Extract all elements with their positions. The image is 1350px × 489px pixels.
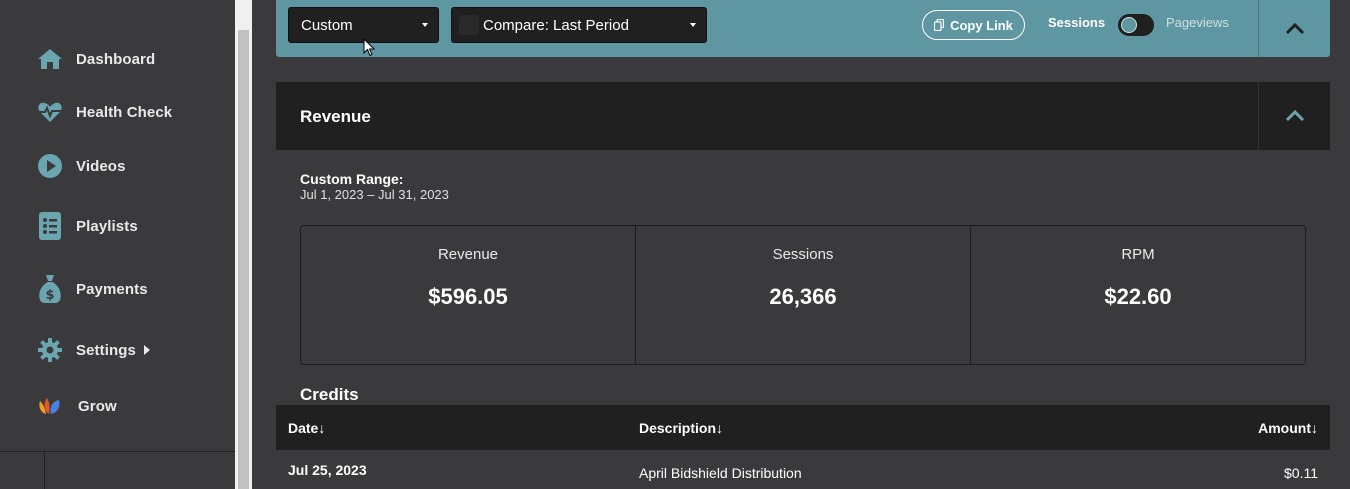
credits-title: Credits — [300, 385, 359, 404]
stat-value: 26,366 — [769, 284, 837, 309]
sidebar-item-videos[interactable]: Videos — [36, 151, 126, 181]
range-label: Custom Range: — [300, 171, 404, 187]
cell-description: April Bidshield Distribution — [639, 465, 802, 481]
sidebar: Dashboard Health Check Videos Playlists … — [0, 0, 235, 489]
divider — [44, 452, 45, 489]
divider — [1258, 0, 1259, 57]
stat-label: RPM — [1121, 246, 1155, 263]
table-row: Jul 25, 2023 April Bidshield Distributio… — [276, 450, 1330, 489]
sidebar-item-label: Playlists — [76, 217, 138, 235]
metric-toggle[interactable] — [1118, 14, 1154, 36]
list-icon — [36, 212, 64, 240]
divider — [1258, 82, 1259, 150]
sidebar-item-label: Grow — [78, 397, 117, 415]
sidebar-item-settings[interactable]: Settings — [36, 335, 150, 365]
stat-label: Sessions — [772, 246, 834, 263]
stat-revenue: Revenue $596.05 — [301, 226, 636, 364]
column-header-description[interactable]: Description↓ — [639, 420, 724, 436]
filter-toolbar: Custom Compare: Last Period Copy Link Se… — [276, 0, 1330, 57]
compare-value: Compare: Last Period — [483, 16, 629, 34]
grow-logo-icon — [36, 392, 64, 420]
cell-amount: $0.11 — [1284, 465, 1318, 481]
panel-collapse-button[interactable] — [1259, 82, 1330, 150]
compare-color-swatch — [459, 15, 479, 35]
revenue-panel-body: Custom Range: Jul 1, 2023 – Jul 31, 2023… — [276, 150, 1330, 489]
sidebar-item-label: Health Check — [76, 103, 173, 121]
sidebar-item-health-check[interactable]: Health Check — [36, 97, 172, 127]
toggle-knob — [1121, 17, 1137, 33]
svg-text:$: $ — [45, 288, 54, 303]
date-range-select[interactable]: Custom — [288, 7, 439, 43]
sidebar-item-label: Dashboard — [76, 50, 156, 68]
credits-table-header: Date↓ Description↓ Amount↓ — [276, 405, 1330, 450]
scrollbar-thumb[interactable] — [238, 30, 249, 489]
home-icon — [36, 45, 64, 73]
stat-rpm: RPM $22.60 — [971, 226, 1305, 364]
toolbar-collapse-button[interactable] — [1259, 0, 1330, 57]
revenue-panel-header: Revenue — [276, 82, 1330, 150]
stats-grid: Revenue $596.05 Sessions 26,366 RPM $22.… — [300, 225, 1306, 365]
copy-icon — [934, 19, 945, 31]
sidebar-item-label: Settings — [76, 341, 136, 359]
main-content: Custom Compare: Last Period Copy Link Se… — [252, 0, 1350, 489]
range-value: Jul 1, 2023 – Jul 31, 2023 — [300, 187, 449, 202]
money-bag-icon: $ — [36, 275, 64, 303]
sidebar-item-payments[interactable]: $ Payments — [36, 274, 148, 304]
dropdown-caret-icon — [690, 23, 696, 27]
toggle-label-pageviews: Pageviews — [1166, 15, 1229, 30]
sidebar-footer — [0, 451, 235, 489]
copy-link-label: Copy Link — [950, 17, 1013, 33]
mouse-cursor-icon — [363, 37, 376, 62]
stat-value: $596.05 — [428, 284, 508, 309]
column-header-amount[interactable]: Amount↓ — [1258, 420, 1318, 436]
sidebar-item-dashboard[interactable]: Dashboard — [36, 44, 155, 74]
copy-link-button[interactable]: Copy Link — [922, 10, 1025, 40]
sidebar-item-label: Videos — [76, 157, 126, 175]
stat-label: Revenue — [437, 246, 499, 263]
gear-icon — [36, 336, 64, 364]
chevron-up-icon — [1285, 22, 1304, 34]
date-range-value: Custom — [301, 16, 353, 34]
chevron-up-icon — [1285, 110, 1304, 122]
sidebar-item-grow[interactable]: Grow — [36, 391, 117, 421]
compare-select[interactable]: Compare: Last Period — [451, 7, 707, 43]
sidebar-item-playlists[interactable]: Playlists — [36, 211, 138, 241]
caret-right-icon — [143, 345, 150, 355]
play-icon — [36, 152, 64, 180]
sidebar-item-label: Payments — [76, 280, 148, 298]
heartbeat-icon — [36, 98, 64, 126]
column-header-date[interactable]: Date↓ — [288, 420, 326, 436]
panel-title: Revenue — [300, 107, 371, 126]
cell-date: Jul 25, 2023 — [288, 462, 367, 478]
dropdown-caret-icon — [422, 23, 428, 27]
toggle-label-sessions: Sessions — [1048, 15, 1106, 30]
stat-sessions: Sessions 26,366 — [636, 226, 971, 364]
stat-value: $22.60 — [1104, 284, 1172, 309]
